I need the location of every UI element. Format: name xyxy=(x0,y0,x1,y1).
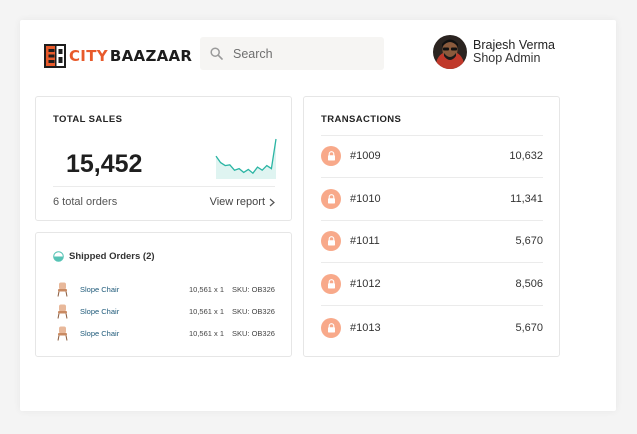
transaction-row[interactable]: #1010 11,341 xyxy=(321,178,543,221)
transaction-amount: 8,506 xyxy=(515,278,543,291)
transaction-amount: 10,632 xyxy=(509,149,543,162)
logo-mark-icon xyxy=(44,44,66,68)
view-report-label: View report xyxy=(209,196,265,208)
chevron-right-icon xyxy=(269,198,275,206)
chair-icon xyxy=(57,282,68,297)
product-qty: 10,561 x 1 xyxy=(189,306,225,316)
transaction-amount: 11,341 xyxy=(510,192,543,205)
product-qty: 10,561 x 1 xyxy=(189,328,225,338)
search-input[interactable]: Search xyxy=(200,37,384,70)
divider xyxy=(321,135,543,136)
product-name[interactable]: Slope Chair xyxy=(80,284,120,294)
logo-text: CITY BAAZAAR xyxy=(69,47,192,65)
half-circle-status-icon xyxy=(53,251,64,262)
product-name[interactable]: Slope Chair xyxy=(80,306,120,316)
lock-icon xyxy=(321,188,341,209)
transaction-id: #1009 xyxy=(350,149,381,162)
view-report-link[interactable]: View report xyxy=(210,196,275,208)
transactions-card: TRANSACTIONS #1009 10,632 #1010 11,341 #… xyxy=(303,96,560,357)
transaction-amount: 5,670 xyxy=(515,321,543,334)
avatar-image xyxy=(433,35,467,69)
logo-word-city: CITY xyxy=(69,47,108,65)
transaction-row[interactable]: #1013 5,670 xyxy=(321,306,543,349)
product-name[interactable]: Slope Chair xyxy=(80,328,120,338)
search-placeholder: Search xyxy=(233,46,273,61)
user-profile[interactable]: Brajesh Verma Shop Admin xyxy=(433,35,555,69)
list-item[interactable]: Slope Chair 10,561 x 1 SKU: OB326 xyxy=(56,322,275,344)
total-sales-value: 15,452 xyxy=(66,150,143,178)
transaction-row[interactable]: #1011 5,670 xyxy=(321,221,543,264)
product-sku: SKU: OB326 xyxy=(232,284,275,294)
total-sales-title: TOTAL SALES xyxy=(53,114,123,125)
user-name: Brajesh Verma xyxy=(473,38,555,52)
transactions-list: #1009 10,632 #1010 11,341 #1011 5,670 #1… xyxy=(321,135,543,349)
product-qty: 10,561 x 1 xyxy=(189,284,225,294)
transactions-title: TRANSACTIONS xyxy=(321,114,402,125)
city-baazaar-logo[interactable]: CITY BAAZAAR xyxy=(44,44,192,68)
transaction-id: #1011 xyxy=(350,235,380,248)
shipped-orders-header[interactable]: Shipped Orders (2) xyxy=(53,251,155,262)
sales-sparkline xyxy=(215,138,277,179)
shipped-orders-card: Shipped Orders (2) Slope Chair 10,561 x … xyxy=(35,232,292,357)
shipped-orders-title: Shipped Orders (2) xyxy=(69,251,155,262)
transaction-row[interactable]: #1009 10,632 xyxy=(321,135,543,178)
lock-icon xyxy=(321,317,341,338)
transaction-id: #1013 xyxy=(350,321,381,334)
lock-icon xyxy=(321,274,341,295)
divider xyxy=(53,186,275,187)
total-sales-card: TOTAL SALES 15,452 6 total orders View r… xyxy=(35,96,292,221)
logo-word-baazaar: BAAZAAR xyxy=(109,47,193,65)
transaction-amount: 5,670 xyxy=(515,235,543,248)
product-sku: SKU: OB326 xyxy=(232,328,275,338)
shipped-orders-list: Slope Chair 10,561 x 1 SKU: OB326 Slope … xyxy=(56,278,275,344)
lock-icon xyxy=(321,231,341,252)
lock-icon xyxy=(321,145,341,166)
sparkline-area xyxy=(216,139,276,179)
search-icon xyxy=(210,47,223,60)
sparkline-line xyxy=(215,138,277,175)
user-role: Shop Admin xyxy=(473,51,541,65)
avatar[interactable] xyxy=(433,35,467,69)
list-item[interactable]: Slope Chair 10,561 x 1 SKU: OB326 xyxy=(56,278,275,300)
transaction-row[interactable]: #1012 8,506 xyxy=(321,263,543,307)
transaction-id: #1010 xyxy=(350,192,381,205)
product-sku: SKU: OB326 xyxy=(232,306,275,316)
chair-icon xyxy=(57,326,68,341)
total-orders-count: 6 total orders xyxy=(53,196,118,208)
transaction-id: #1012 xyxy=(350,278,381,291)
chair-icon xyxy=(57,304,68,319)
list-item[interactable]: Slope Chair 10,561 x 1 SKU: OB326 xyxy=(56,300,275,322)
